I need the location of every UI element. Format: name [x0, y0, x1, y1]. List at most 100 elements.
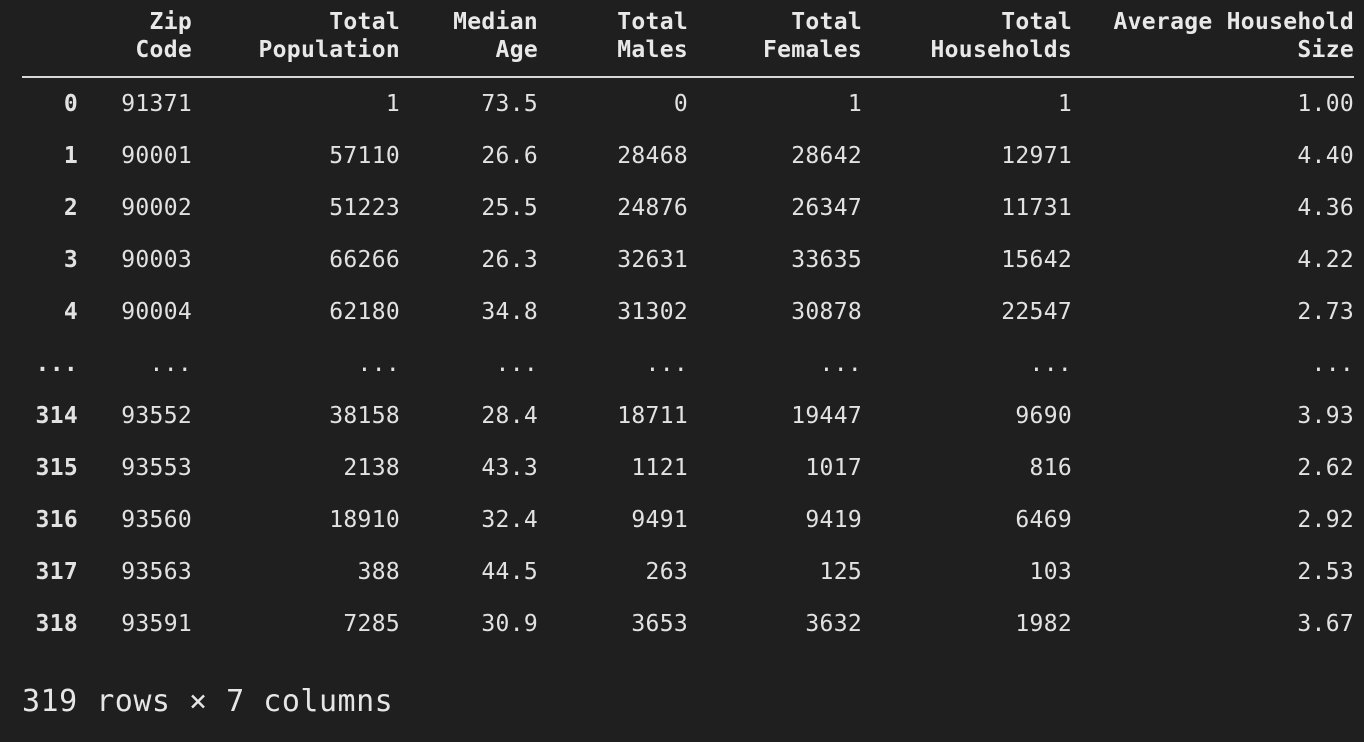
column-header: Average Household Size [1072, 8, 1354, 77]
row-index: 3 [63, 247, 78, 273]
index-header [22, 8, 78, 77]
column-header-line2: Code [135, 37, 192, 63]
table-cell: 30.9 [481, 611, 538, 637]
table-cell: 11731 [1001, 195, 1072, 221]
column-header-line1: Total [329, 9, 400, 35]
table-cell: 4.22 [1297, 247, 1354, 273]
table-cell: 31302 [617, 299, 688, 325]
table-cell: 1 [1057, 91, 1072, 117]
column-header-line2: Households [930, 37, 1072, 63]
column-header-line1: Total [617, 9, 688, 35]
row-index: 0 [63, 91, 78, 117]
table-cell: 90002 [121, 195, 192, 221]
table-cell: 263 [645, 559, 688, 585]
table-cell: 93591 [121, 611, 192, 637]
column-header-line2: Population [258, 37, 400, 63]
table-cell: 90003 [121, 247, 192, 273]
shape-summary: 319 rows × 7 columns [22, 684, 394, 719]
row-index: 317 [35, 559, 78, 585]
table-cell: 73.5 [481, 91, 538, 117]
table-cell: 22547 [1001, 299, 1072, 325]
table-cell: 33635 [791, 247, 862, 273]
table-row: 315 93553 2138 43.3 1121 1017 816 2.62 [22, 442, 1354, 494]
table-cell: 25.5 [481, 195, 538, 221]
table-cell: 26.6 [481, 143, 538, 169]
table-cell: 2138 [343, 455, 400, 481]
table-cell: 62180 [329, 299, 400, 325]
table-cell: ... [357, 351, 400, 377]
column-header: Total Households [862, 8, 1072, 77]
table-cell: 26347 [791, 195, 862, 221]
table-cell: 7285 [343, 611, 400, 637]
table-cell: 125 [819, 559, 862, 585]
row-index: 318 [35, 611, 78, 637]
header-row: Zip Code Total Population Median Age Total M… [22, 8, 1354, 77]
column-header-line1: Total [791, 9, 862, 35]
table-cell: 1 [847, 91, 862, 117]
table-cell: 2.92 [1297, 507, 1354, 533]
column-header: Median Age [400, 8, 538, 77]
table-cell: 2.53 [1297, 559, 1354, 585]
row-index: 314 [35, 403, 78, 429]
table-body: 0 91371 1 73.5 0 1 1 1.00 1 90001 57110 26.6 28468 28… [22, 77, 1354, 650]
table-cell: 816 [1029, 455, 1072, 481]
table-row: 1 90001 57110 26.6 28468 28642 12971 4.40 [22, 130, 1354, 182]
table-cell: 44.5 [481, 559, 538, 585]
table-cell: 0 [673, 91, 688, 117]
table-cell: 93553 [121, 455, 192, 481]
table-cell: 4.40 [1297, 143, 1354, 169]
table-cell: 43.3 [481, 455, 538, 481]
table-cell: 9690 [1015, 403, 1072, 429]
column-header-line2: Females [762, 37, 862, 63]
table-cell: 66266 [329, 247, 400, 273]
column-header-line2: Males [617, 37, 688, 63]
table-cell: 32.4 [481, 507, 538, 533]
table-cell: 2.73 [1297, 299, 1354, 325]
table-cell: 388 [357, 559, 400, 585]
table-cell: 3632 [805, 611, 862, 637]
table-cell: 93560 [121, 507, 192, 533]
table-cell: 1 [385, 91, 400, 117]
column-header: Total Population [192, 8, 400, 77]
table-cell: 2.62 [1297, 455, 1354, 481]
table-cell: 93563 [121, 559, 192, 585]
column-header-line1: Zip [149, 9, 192, 35]
table-cell: 1017 [805, 455, 862, 481]
table-cell: ... [1311, 351, 1354, 377]
table-cell: 91371 [121, 91, 192, 117]
table-cell: 6469 [1015, 507, 1072, 533]
table-cell: 18711 [617, 403, 688, 429]
table-cell: 1121 [631, 455, 688, 481]
table-cell: 28.4 [481, 403, 538, 429]
table-row: 0 91371 1 73.5 0 1 1 1.00 [22, 77, 1354, 130]
table-row: 317 93563 388 44.5 263 125 103 2.53 [22, 546, 1354, 598]
table-cell: 9491 [631, 507, 688, 533]
row-index: 4 [63, 299, 78, 325]
table-cell: 3653 [631, 611, 688, 637]
row-index: 1 [63, 143, 78, 169]
table-cell: 19447 [791, 403, 862, 429]
table-row: ........................ [22, 338, 1354, 390]
table-cell: 30878 [791, 299, 862, 325]
table-row: 3 90003 66266 26.3 32631 33635 15642 4.22 [22, 234, 1354, 286]
table-cell: 103 [1029, 559, 1072, 585]
table-cell: 38158 [329, 403, 400, 429]
table-row: 4 90004 62180 34.8 31302 30878 22547 2.73 [22, 286, 1354, 338]
table-cell: 90004 [121, 299, 192, 325]
table-row: 2 90002 51223 25.5 24876 26347 11731 4.36 [22, 182, 1354, 234]
table-cell: 28642 [791, 143, 862, 169]
column-header: Total Females [688, 8, 862, 77]
column-header: Zip Code [78, 8, 192, 77]
table-cell: ... [645, 351, 688, 377]
table-row: 316 93560 18910 32.4 9491 9419 6469 2.92 [22, 494, 1354, 546]
row-index: 315 [35, 455, 78, 481]
table-cell: 93552 [121, 403, 192, 429]
table-cell: 32631 [617, 247, 688, 273]
table-row: 314 93552 38158 28.4 18711 19447 9690 3.93 [22, 390, 1354, 442]
table-cell: ... [495, 351, 538, 377]
table-cell: ... [149, 351, 192, 377]
table-cell: 28468 [617, 143, 688, 169]
table-cell: 34.8 [481, 299, 538, 325]
row-index: 2 [63, 195, 78, 221]
table-cell: ... [819, 351, 862, 377]
